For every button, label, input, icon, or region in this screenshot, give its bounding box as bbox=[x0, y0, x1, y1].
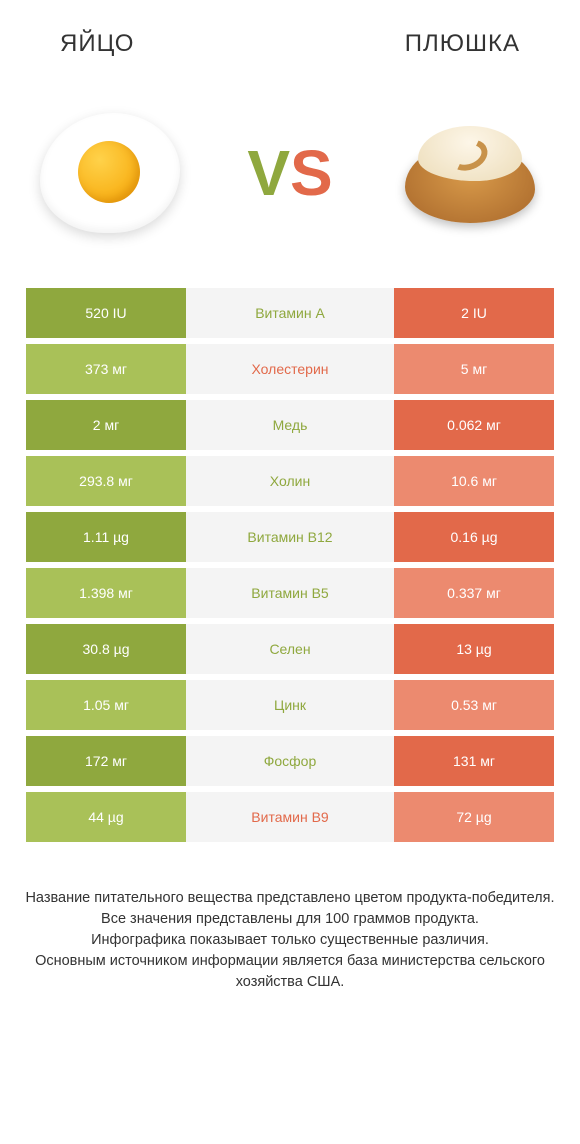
title-right: ПЛЮШКА bbox=[405, 30, 520, 58]
value-right: 13 µg bbox=[394, 624, 554, 674]
value-left: 44 µg bbox=[26, 792, 186, 842]
nutrient-label: Холестерин bbox=[186, 344, 394, 394]
nutrient-label: Фосфор bbox=[186, 736, 394, 786]
table-row: 520 IUВитамин A2 IU bbox=[26, 288, 554, 338]
value-right: 0.53 мг bbox=[394, 680, 554, 730]
nutrient-label: Витамин A bbox=[186, 288, 394, 338]
table-row: 1.398 мгВитамин B50.337 мг bbox=[26, 568, 554, 618]
value-right: 0.062 мг bbox=[394, 400, 554, 450]
nutrient-label: Цинк bbox=[186, 680, 394, 730]
value-left: 1.05 мг bbox=[26, 680, 186, 730]
value-right: 5 мг bbox=[394, 344, 554, 394]
vs-label: VS bbox=[247, 141, 332, 205]
footer-notes: Название питательного вещества представл… bbox=[0, 848, 580, 993]
value-left: 373 мг bbox=[26, 344, 186, 394]
footer-line: Все значения представлены для 100 граммо… bbox=[20, 909, 560, 930]
table-row: 293.8 мгХолин10.6 мг bbox=[26, 456, 554, 506]
title-left: ЯЙЦО bbox=[60, 30, 134, 58]
value-left: 1.11 µg bbox=[26, 512, 186, 562]
vs-s: S bbox=[290, 141, 333, 205]
value-right: 0.337 мг bbox=[394, 568, 554, 618]
nutrient-label: Витамин B12 bbox=[186, 512, 394, 562]
footer-line: Инфографика показывает только существенн… bbox=[20, 930, 560, 951]
nutrient-label: Витамин B5 bbox=[186, 568, 394, 618]
value-left: 293.8 мг bbox=[26, 456, 186, 506]
value-left: 520 IU bbox=[26, 288, 186, 338]
images-row: VS bbox=[0, 68, 580, 288]
header-row: ЯЙЦО ПЛЮШКА bbox=[0, 0, 580, 68]
comparison-table: 520 IUВитамин A2 IU 373 мгХолестерин5 мг 2… bbox=[0, 288, 580, 842]
value-right: 131 мг bbox=[394, 736, 554, 786]
egg-icon bbox=[30, 93, 190, 253]
value-right: 2 IU bbox=[394, 288, 554, 338]
value-left: 2 мг bbox=[26, 400, 186, 450]
table-row: 1.05 мгЦинк0.53 мг bbox=[26, 680, 554, 730]
table-row: 2 мгМедь0.062 мг bbox=[26, 400, 554, 450]
value-left: 172 мг bbox=[26, 736, 186, 786]
table-row: 373 мгХолестерин5 мг bbox=[26, 344, 554, 394]
footer-line: Основным источником информации является … bbox=[20, 951, 560, 993]
vs-v: V bbox=[247, 141, 290, 205]
table-row: 1.11 µgВитамин B120.16 µg bbox=[26, 512, 554, 562]
value-right: 10.6 мг bbox=[394, 456, 554, 506]
bun-icon bbox=[390, 93, 550, 253]
nutrient-label: Селен bbox=[186, 624, 394, 674]
value-left: 30.8 µg bbox=[26, 624, 186, 674]
table-row: 44 µgВитамин B972 µg bbox=[26, 792, 554, 842]
value-right: 0.16 µg bbox=[394, 512, 554, 562]
table-row: 30.8 µgСелен13 µg bbox=[26, 624, 554, 674]
nutrient-label: Медь bbox=[186, 400, 394, 450]
table-row: 172 мгФосфор131 мг bbox=[26, 736, 554, 786]
nutrient-label: Холин bbox=[186, 456, 394, 506]
value-left: 1.398 мг bbox=[26, 568, 186, 618]
value-right: 72 µg bbox=[394, 792, 554, 842]
nutrient-label: Витамин B9 bbox=[186, 792, 394, 842]
footer-line: Название питательного вещества представл… bbox=[20, 888, 560, 909]
